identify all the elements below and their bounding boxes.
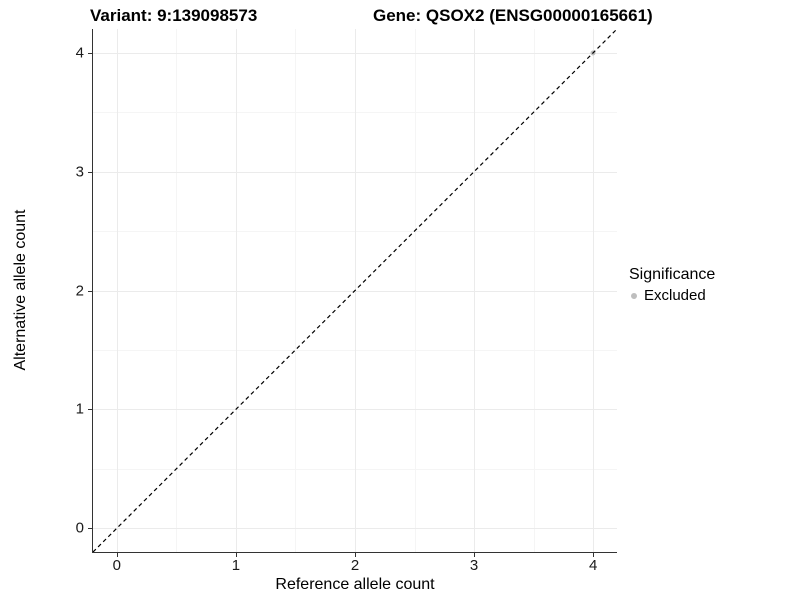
variant-title: Variant: 9:139098573	[90, 6, 258, 25]
x-tick-label: 1	[231, 557, 241, 574]
y-tick-mark	[88, 409, 92, 411]
y-tick-mark	[88, 52, 92, 54]
x-tick-label: 2	[350, 557, 360, 574]
y-tick-mark	[88, 290, 92, 292]
y-tick-label: 2	[75, 282, 84, 299]
legend-item-label: Excluded	[644, 287, 706, 304]
identity-line	[93, 29, 617, 552]
x-axis-title: Reference allele count	[275, 576, 435, 593]
x-tick-mark	[235, 553, 237, 557]
legend-title: Significance	[629, 266, 716, 283]
y-axis-title: Alternative allele count	[12, 209, 29, 371]
y-tick-label: 4	[75, 44, 84, 62]
major-gridline-h	[93, 409, 617, 411]
y-tick-label: 0	[75, 519, 84, 537]
gene-title: Gene: QSOX2 (ENSG00000165661)	[373, 6, 653, 25]
major-gridline-h	[93, 528, 617, 530]
y-tick-mark	[88, 171, 92, 173]
legend: Significance Excluded	[629, 266, 715, 304]
legend-point-icon	[631, 292, 637, 299]
x-tick-mark	[355, 553, 356, 557]
x-tick-mark	[116, 553, 118, 557]
legend-item-excluded: Excluded	[629, 287, 715, 304]
major-gridline-h	[93, 52, 617, 54]
y-tick-label: 3	[75, 163, 84, 181]
major-gridline-h	[93, 171, 617, 173]
x-tick-label: 3	[469, 557, 479, 574]
y-tick-label: 1	[75, 400, 84, 418]
x-tick-mark	[474, 553, 476, 557]
x-tick-label: 4	[589, 557, 598, 574]
plot-panel	[92, 29, 617, 553]
y-tick-mark	[88, 528, 92, 530]
x-tick-label: 0	[112, 557, 121, 574]
x-tick-mark	[593, 553, 595, 557]
